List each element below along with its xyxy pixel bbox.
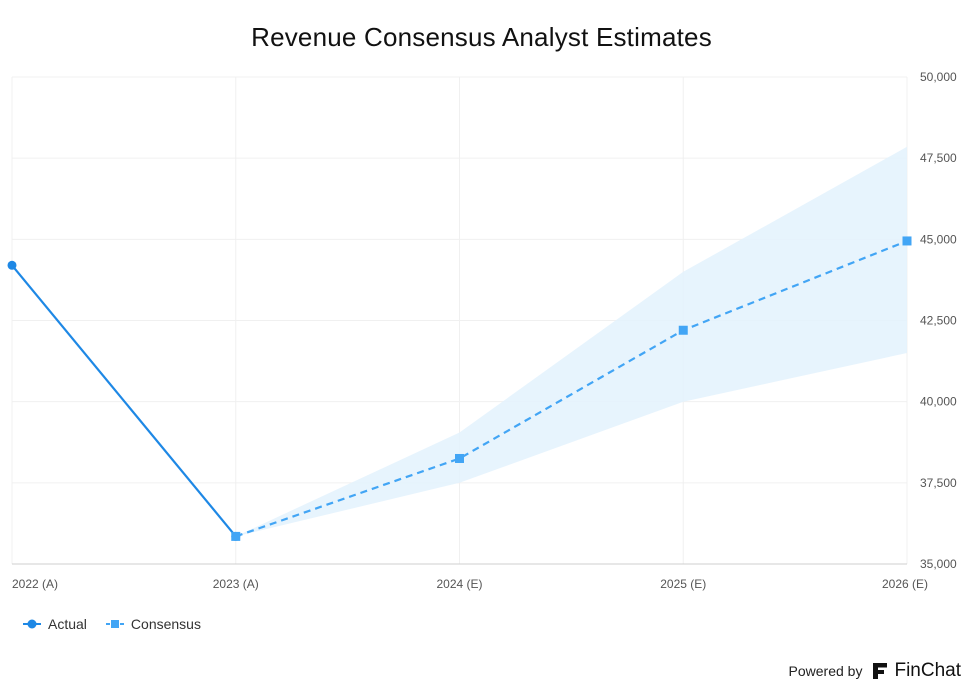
tick-labels: 35,000 37,500 40,000 42,500 45,000 47,500 50,0… [12, 70, 957, 591]
actual-point-0 [7, 260, 17, 270]
series-line-actual [11, 264, 237, 538]
x-tick-label-0: 2022 (A) [12, 577, 58, 591]
consensus-point-4 [902, 236, 912, 246]
powered-by-label: Powered by [788, 663, 863, 679]
chart-title: Revenue Consensus Analyst Estimates [251, 22, 712, 52]
legend-actual-swatch [23, 619, 41, 629]
legend-actual-label: Actual [48, 616, 87, 632]
finchat-brand-name: FinChat [894, 660, 961, 681]
powered-by-footer[interactable]: Powered by FinChat [789, 660, 961, 682]
estimate-range-area [235, 146, 908, 537]
series [11, 239, 908, 538]
legend-consensus-swatch [105, 620, 124, 628]
consensus-point-1 [231, 531, 241, 541]
legend-consensus-label: Consensus [130, 616, 201, 632]
finchat-logo-icon [873, 663, 888, 679]
y-tick-label-2: 40,000 [920, 395, 957, 409]
estimate-range-band [235, 146, 908, 537]
y-tick-label-3: 42,500 [920, 314, 957, 328]
y-tick-label-4: 45,000 [920, 232, 957, 246]
legend-item-actual[interactable]: Actual [22, 616, 87, 632]
chart-legend: Actual Consensus [22, 616, 219, 632]
series-line-consensus [235, 239, 908, 538]
x-tick-label-2: 2024 (E) [436, 577, 482, 591]
consensus-point-2 [455, 453, 464, 463]
legend-item-consensus[interactable]: Consensus [105, 616, 201, 632]
consensus-point-3 [678, 325, 688, 335]
x-tick-label-3: 2025 (E) [660, 577, 706, 591]
markers [7, 236, 912, 541]
y-tick-label-0: 35,000 [920, 557, 957, 571]
x-tick-label-1: 2023 (A) [213, 577, 259, 591]
y-tick-label-6: 50,000 [920, 70, 957, 84]
y-tick-label-5: 47,500 [920, 151, 957, 165]
y-tick-label-1: 37,500 [920, 476, 957, 490]
x-tick-label-4: 2026 (E) [882, 577, 928, 591]
